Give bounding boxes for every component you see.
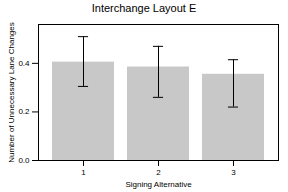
svg-text:0.0: 0.0 bbox=[18, 156, 30, 165]
svg-text:Number of Unnecessary Lane Cha: Number of Unnecessary Lane Changes bbox=[7, 22, 16, 163]
svg-text:Signing Alternative: Signing Alternative bbox=[125, 180, 192, 189]
svg-text:2: 2 bbox=[156, 168, 161, 177]
svg-text:1: 1 bbox=[81, 168, 86, 177]
svg-text:3: 3 bbox=[231, 168, 236, 177]
html-text:Interchange Layout E: Interchange Layout E bbox=[91, 2, 197, 14]
svg-text:0.4: 0.4 bbox=[18, 59, 30, 68]
svg-text:0.2: 0.2 bbox=[18, 107, 30, 116]
